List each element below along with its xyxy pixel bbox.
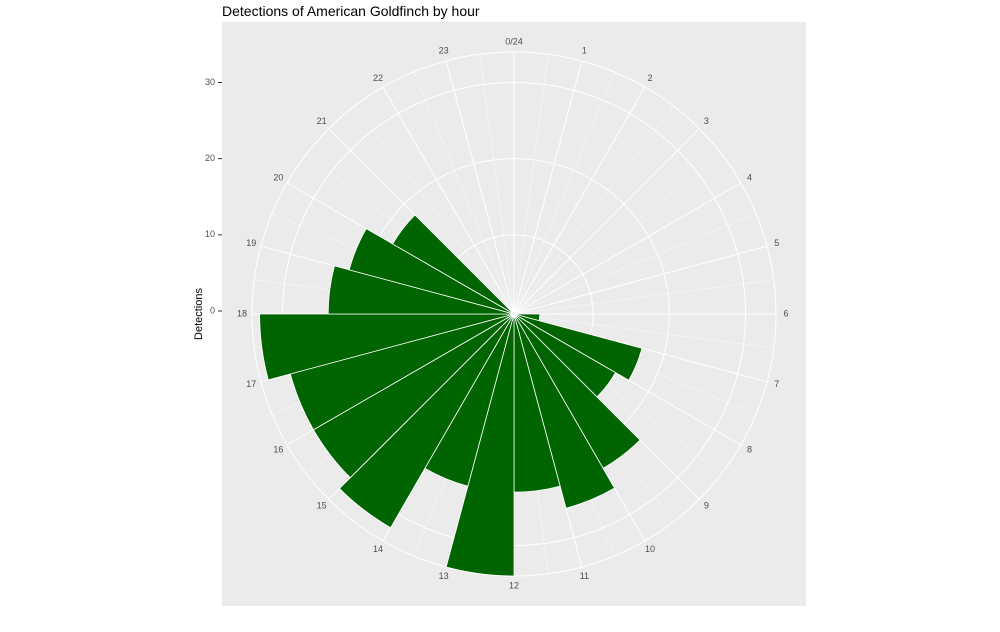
x-tick-label: 8	[747, 444, 752, 454]
grid-spoke-minor	[513, 105, 674, 315]
x-tick-label: 12	[509, 580, 519, 590]
x-tick-label: 7	[774, 379, 779, 389]
grid-spoke	[513, 182, 742, 315]
x-tick-label: 5	[774, 238, 779, 248]
x-tick-label: 18	[237, 308, 247, 318]
grid-spoke-minor	[513, 54, 549, 315]
bar-hour-17	[259, 313, 512, 381]
grid-spoke	[513, 86, 646, 315]
x-tick-labels: 0/24123456789101112131415161718192021222…	[237, 36, 789, 590]
x-tick-label: 21	[317, 116, 327, 126]
x-tick-label: 22	[373, 73, 383, 83]
grid-spoke	[513, 128, 700, 315]
x-tick-label: 14	[373, 544, 383, 554]
bar-hour-19	[348, 228, 512, 314]
grid-spoke-minor	[513, 71, 615, 315]
grid-spoke-minor	[513, 154, 723, 315]
grid-spoke	[445, 60, 515, 315]
x-tick-label: 0/24	[505, 36, 523, 46]
x-tick-label: 15	[317, 501, 327, 511]
grid-spoke	[513, 60, 583, 315]
x-tick-label: 10	[645, 544, 655, 554]
y-tick-label: 30	[205, 77, 215, 87]
x-tick-label: 11	[580, 571, 589, 581]
y-axis: 0 10 20 30 Detections	[193, 77, 222, 340]
bar-hour-20	[392, 214, 513, 314]
grid-spoke-minor	[413, 71, 515, 315]
bar-hour-10	[514, 316, 616, 509]
x-tick-label: 19	[246, 238, 256, 248]
x-tick-label: 20	[273, 172, 283, 182]
bar-hour-18	[327, 265, 512, 315]
x-tick-label: 13	[439, 571, 449, 581]
x-tick-label: 16	[273, 444, 283, 454]
x-tick-label: 6	[783, 308, 788, 318]
grid-spoke-minor	[513, 279, 774, 315]
x-tick-label: 1	[582, 46, 587, 56]
x-tick-label: 4	[747, 172, 752, 182]
grid-spoke	[382, 86, 515, 315]
bar-hour-12	[445, 316, 515, 577]
grid-spoke-minor	[354, 105, 515, 315]
y-tick-label: 0	[210, 305, 215, 315]
x-tick-label: 9	[704, 501, 709, 511]
bars	[259, 214, 643, 577]
bar-hour-14	[338, 315, 514, 529]
x-tick-label: 2	[647, 73, 652, 83]
x-tick-label: 23	[439, 46, 449, 56]
grid-spoke-minor	[479, 54, 515, 315]
x-tick-label: 17	[246, 379, 256, 389]
y-axis-title: Detections	[193, 288, 205, 340]
grid-spoke-minor	[513, 213, 757, 315]
y-tick-label: 20	[205, 153, 215, 163]
grid-spoke-minor	[513, 313, 774, 349]
y-tick-label: 10	[205, 229, 215, 239]
grid-spoke	[513, 245, 768, 315]
bar-hour-7	[516, 314, 643, 381]
chart-title: Detections of American Goldfinch by hour	[222, 3, 480, 19]
x-tick-label: 3	[704, 116, 709, 126]
